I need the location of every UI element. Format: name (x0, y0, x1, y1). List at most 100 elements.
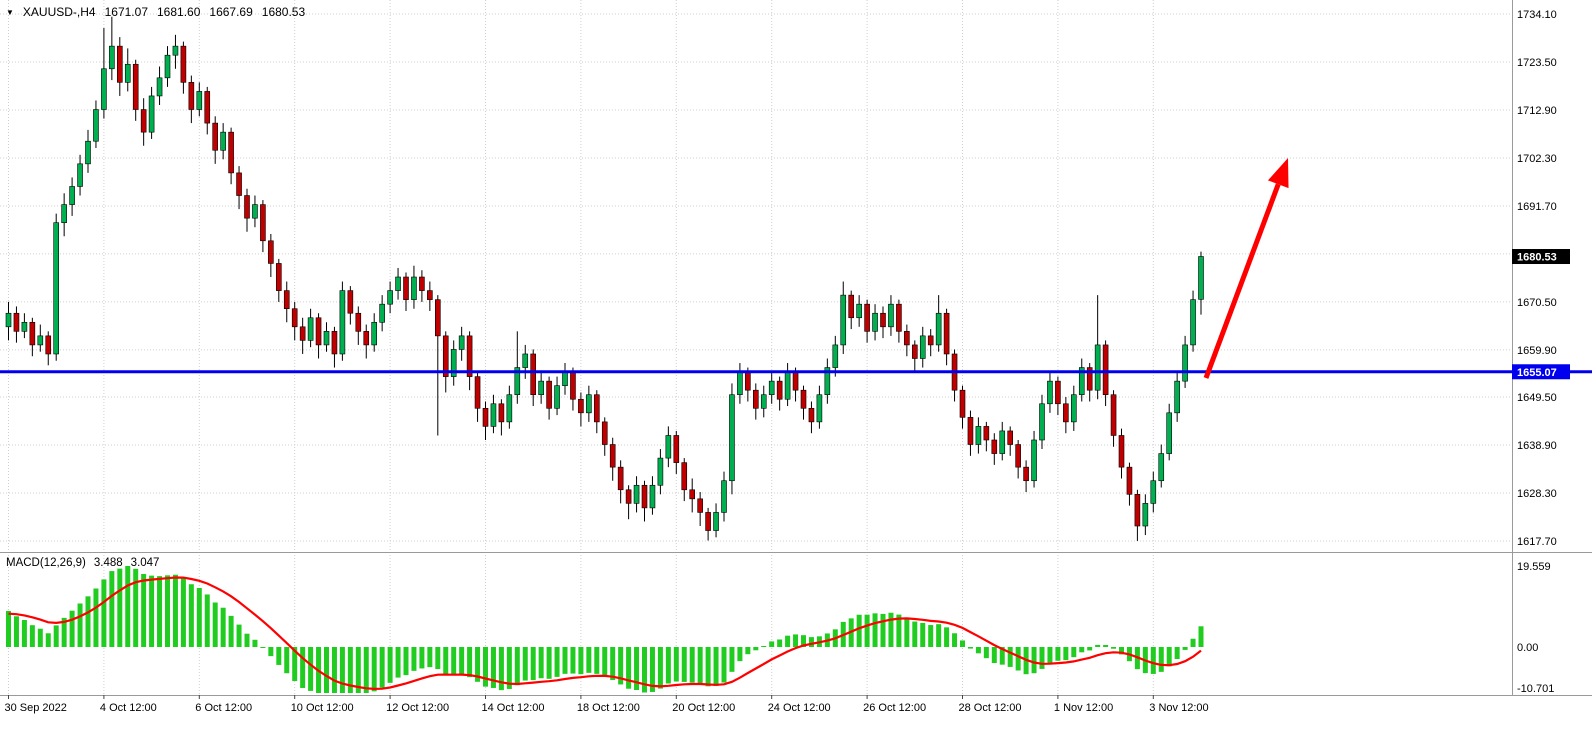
price-axis-label: 1617.70 (1517, 536, 1557, 548)
macd-axis-label: -10.701 (1517, 683, 1554, 695)
candle (180, 41, 187, 94)
candle-body-bear (593, 394, 600, 423)
candle-body-bear (705, 512, 711, 531)
candle-body-bear (299, 326, 306, 341)
candle-body-bull (784, 371, 791, 400)
candle (1142, 494, 1149, 536)
candle-body-bear (808, 408, 815, 423)
candle (904, 324, 910, 357)
candle-body-bull (657, 457, 664, 486)
macd-bar (1182, 647, 1188, 650)
candle (959, 385, 966, 429)
macd-indicator-label: MACD(12,26,9) 3.488 3.047 (6, 557, 159, 569)
time-axis-label: 26 Oct 12:00 (863, 702, 926, 714)
candle (1126, 462, 1133, 506)
candle-body-bull (1078, 367, 1085, 396)
macd-bar (125, 565, 131, 647)
candle-body-bear (482, 408, 489, 427)
candle-body-bear (927, 335, 934, 346)
macd-bar (506, 647, 512, 689)
candle (554, 376, 560, 416)
candle (832, 335, 839, 377)
price-axis[interactable]: 1734.10 1723.50 1712.90 1702.30 1691.70 1670.… (1517, 9, 1557, 695)
macd-bar (308, 647, 314, 691)
macd-bar (626, 647, 632, 689)
candles-layer (5, 16, 1204, 541)
candle (53, 213, 60, 361)
candle-body-bull (999, 430, 1006, 454)
macd-bar (85, 596, 91, 647)
macd-bar (952, 633, 958, 647)
candle (1078, 358, 1085, 402)
grid-layer (0, 0, 1512, 695)
candle (816, 385, 823, 429)
macd-axis-label: 19.559 (1517, 561, 1551, 573)
macd-bar (856, 614, 862, 647)
macd-bar (355, 647, 361, 693)
candle (824, 358, 831, 404)
candle (999, 421, 1006, 461)
candle-body-bull (1190, 299, 1196, 346)
candle (1118, 428, 1125, 479)
candle (37, 324, 44, 352)
candle (927, 329, 934, 357)
candle-body-bear (474, 376, 481, 409)
candle (101, 28, 107, 119)
candle-body-bear (641, 484, 648, 509)
macd-bar (117, 568, 123, 647)
macd-bar (363, 647, 369, 693)
candle-body-bull (323, 331, 330, 346)
candle (347, 286, 354, 325)
trend-arrow-shaft[interactable] (1203, 183, 1281, 379)
candle-body-bull (252, 204, 258, 219)
candle (721, 471, 727, 522)
candle (164, 46, 171, 87)
candle (1094, 295, 1101, 400)
macd-bar (443, 647, 449, 674)
macd-bar (769, 641, 775, 647)
candle-body-bear (1023, 466, 1029, 482)
candle-body-bull (490, 403, 497, 427)
candle (109, 16, 115, 81)
macd-bar (1095, 644, 1101, 647)
candle-body-bear (188, 82, 195, 110)
header-low-value: 1667.69 (209, 5, 253, 19)
macd-bar (1174, 647, 1180, 660)
header-symbol-timeframe: XAUUSD-,H4 (22, 5, 96, 19)
candle-body-bull (1047, 380, 1053, 405)
candle-body-bull (458, 335, 465, 350)
symbol-dropdown-icon[interactable]: ▼ (6, 7, 14, 17)
candle (1198, 251, 1204, 315)
macd-bar (944, 627, 950, 647)
candle-body-bull (888, 303, 894, 328)
macd-bar (1079, 647, 1085, 653)
candle (546, 376, 552, 420)
candle (530, 349, 537, 407)
macd-bar (649, 647, 655, 692)
candle (61, 193, 67, 237)
hline-price-tag[interactable]: 1655.07 (1512, 364, 1570, 380)
time-axis-label: 14 Oct 12:00 (482, 702, 545, 714)
candle (244, 188, 250, 232)
macd-bar (864, 614, 870, 647)
candle (1047, 372, 1053, 413)
candle-body-bear (1102, 344, 1109, 396)
macd-bar (1015, 647, 1021, 671)
candle (975, 417, 982, 454)
candle (172, 34, 179, 69)
candle-body-bull (538, 380, 544, 396)
macd-bar (578, 647, 584, 675)
time-axis[interactable]: 30 Sep 2022 4 Oct 12:00 6 Oct 12:00 10 Oct … (5, 695, 1209, 714)
candle (228, 127, 234, 185)
candle (1086, 363, 1093, 402)
macd-bar (490, 647, 496, 688)
candle (983, 421, 990, 452)
candle-body-bear (752, 389, 759, 409)
candle-body-bull (856, 303, 862, 319)
candle-body-bear (434, 299, 441, 337)
trend-arrow-head[interactable] (1267, 158, 1289, 189)
candle-body-bear (896, 303, 902, 332)
candle-body-bear (1086, 367, 1093, 391)
candle (363, 324, 370, 359)
